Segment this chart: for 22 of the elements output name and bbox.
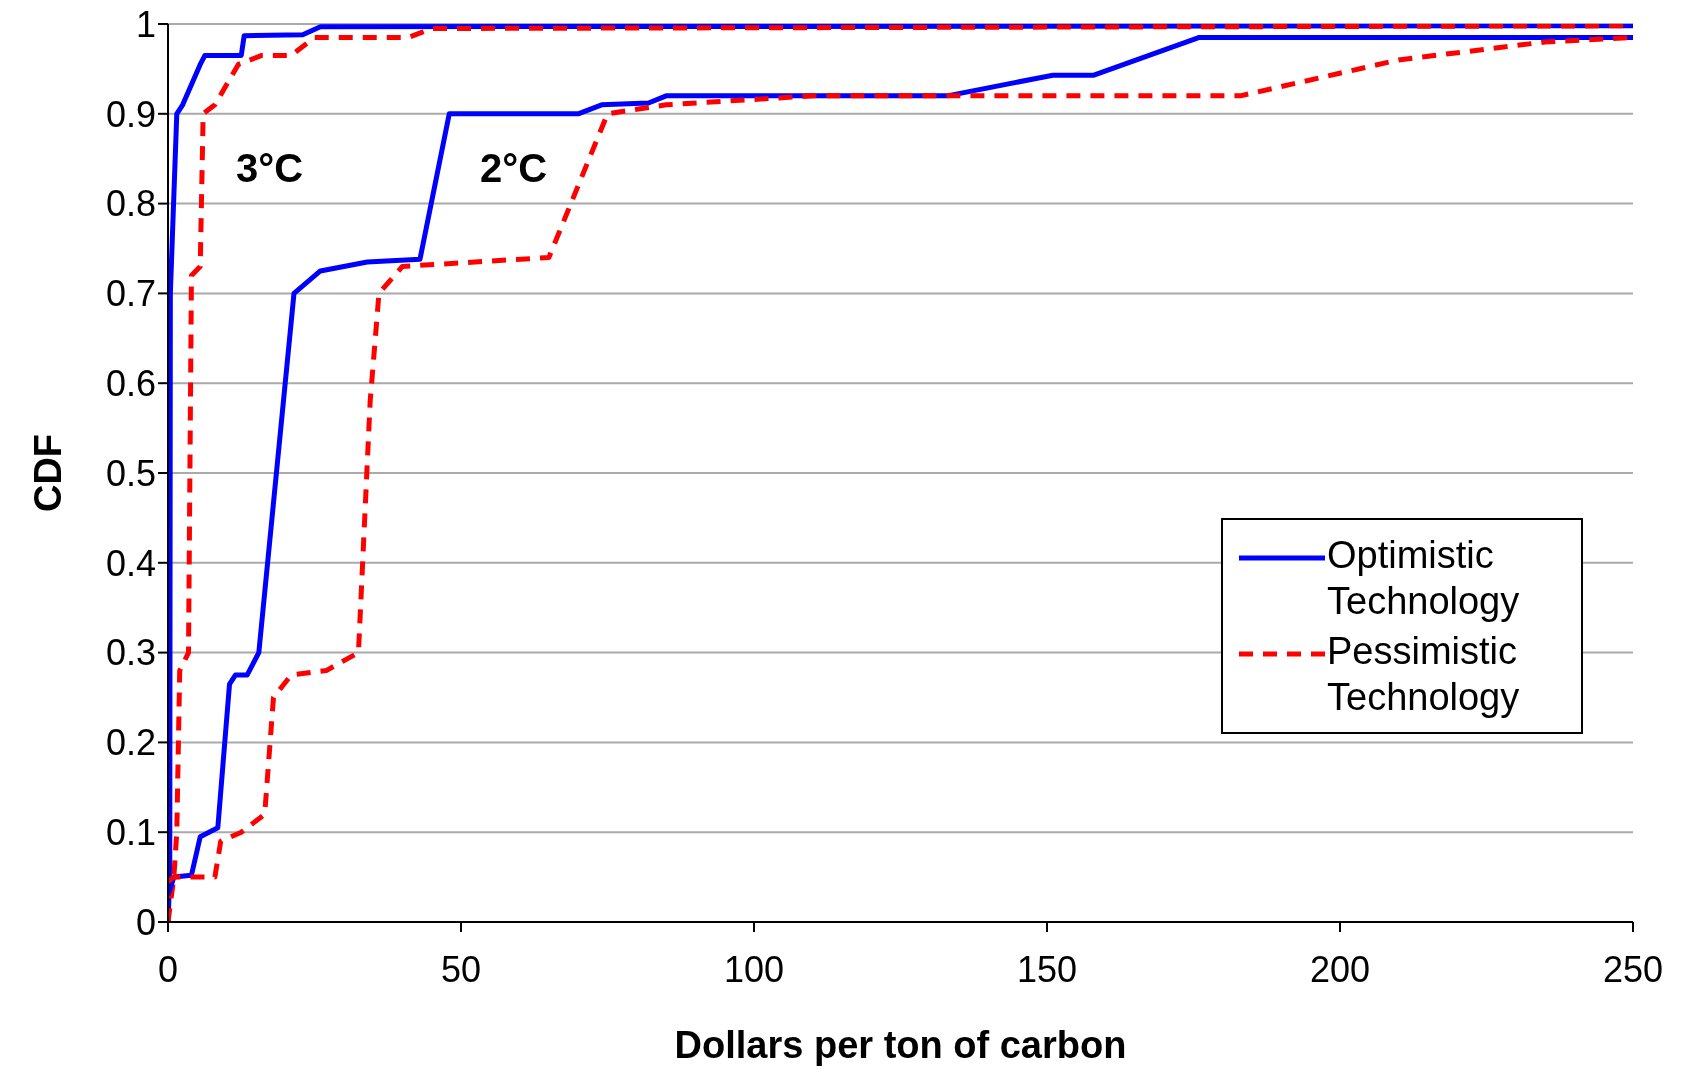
x-tick-label: 150 <box>1016 948 1078 990</box>
y-tick-label: 0.5 <box>105 452 156 494</box>
x-axis-title: Dollars per ton of carbon <box>674 1024 1127 1066</box>
y-tick-label: 0.1 <box>105 811 156 853</box>
y-tick-label: 0.2 <box>105 722 156 764</box>
x-tick-label: 200 <box>1309 948 1371 990</box>
y-tick-label: 0.9 <box>105 93 156 135</box>
x-tick-label: 250 <box>1602 948 1664 990</box>
x-tick-label: 50 <box>440 948 482 990</box>
annotation: 2°C <box>480 146 548 191</box>
y-tick-label: 0.3 <box>105 632 156 674</box>
y-tick-label: 1 <box>135 3 156 45</box>
annotation: 3°C <box>236 146 304 191</box>
legend-label: Pessimistic Technology <box>1327 629 1521 720</box>
y-tick-label: 0.4 <box>105 542 156 584</box>
y-tick-label: 0.7 <box>105 273 156 315</box>
legend-label: Optimistic Technology <box>1327 533 1521 624</box>
y-tick-label: 0.8 <box>105 183 156 225</box>
y-tick-label: 0 <box>135 901 156 943</box>
y-tick-label: 0.6 <box>105 362 156 404</box>
y-axis-title: CDF <box>27 433 70 513</box>
x-tick-label: 100 <box>723 948 785 990</box>
